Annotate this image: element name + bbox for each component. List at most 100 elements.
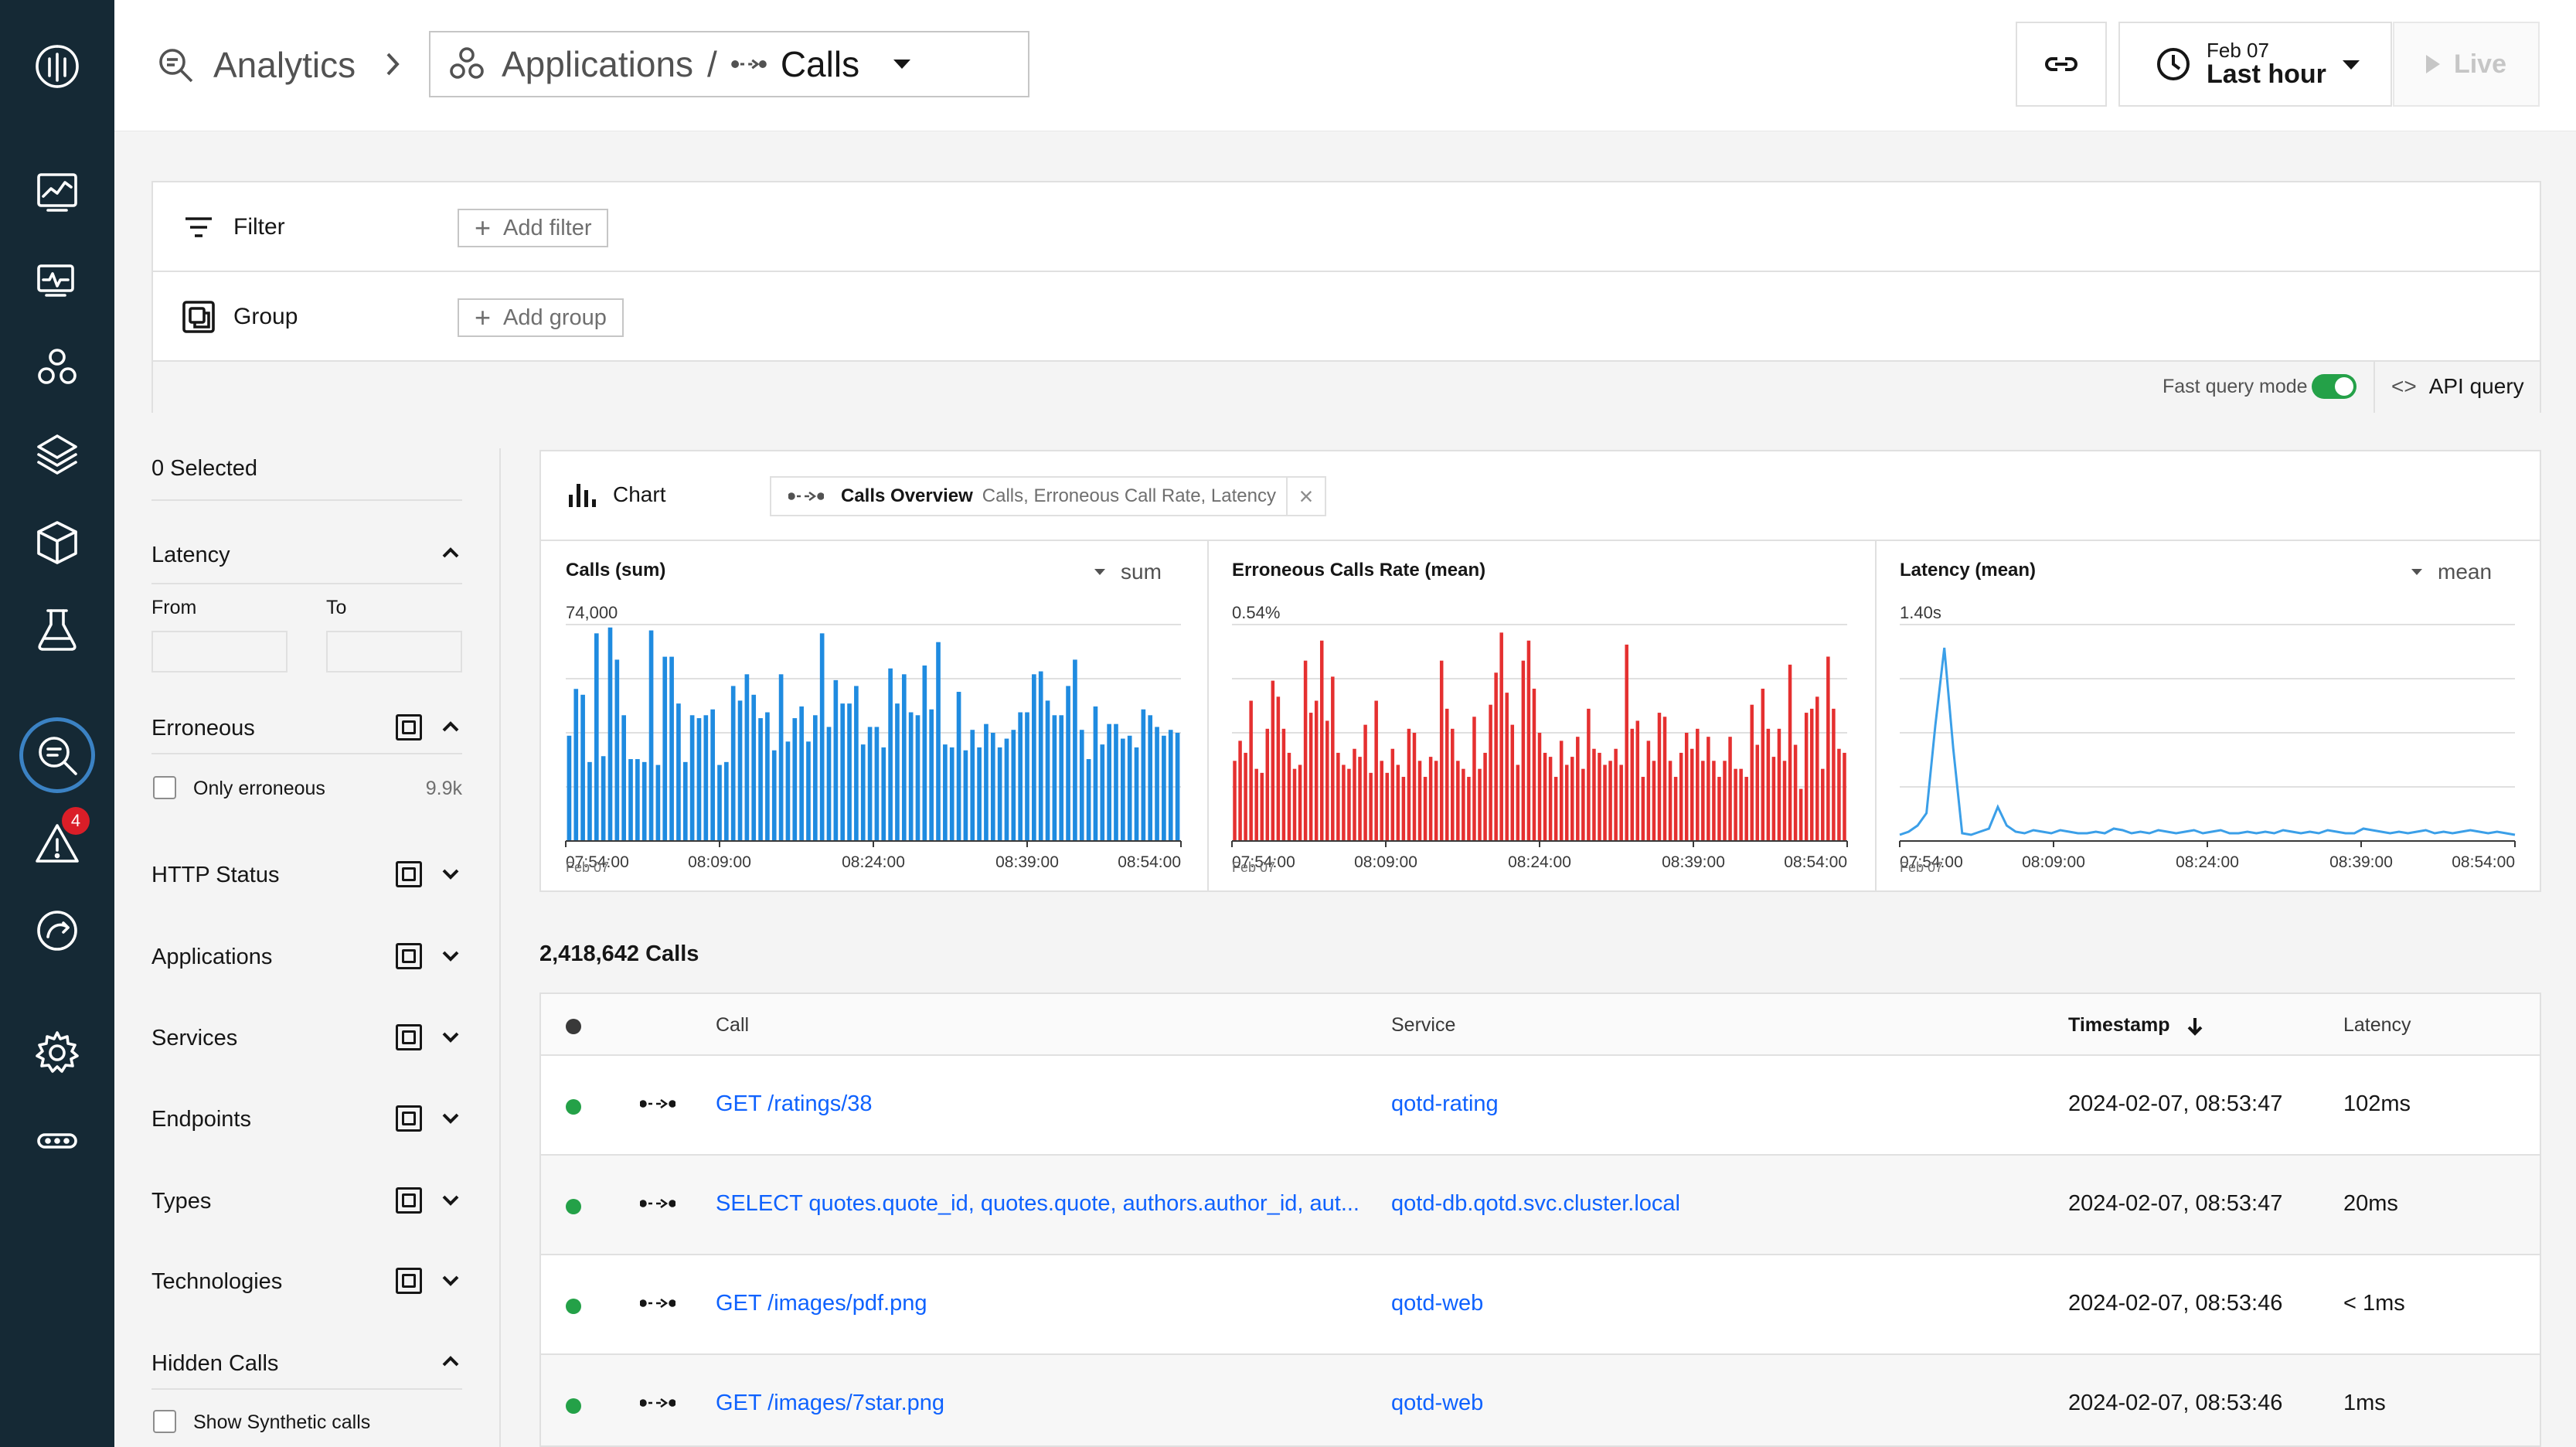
chevron-down-icon[interactable] — [439, 944, 462, 967]
service-link[interactable]: qotd-web — [1391, 1391, 1484, 1415]
close-icon[interactable]: × — [1286, 478, 1325, 515]
column-timestamp[interactable]: Timestamp — [2068, 1014, 2206, 1037]
chart-bar — [1168, 730, 1173, 841]
facet-latency-header[interactable]: Latency — [151, 538, 462, 572]
result-count: 2,418,642 Calls — [539, 941, 699, 966]
chart-bar — [1079, 730, 1084, 841]
column-service[interactable]: Service — [1391, 1014, 1456, 1036]
only-erroneous-checkbox[interactable] — [153, 776, 176, 799]
chart-bar — [607, 627, 613, 841]
chevron-down-icon[interactable] — [439, 862, 462, 885]
group-row: Group + Add group — [153, 272, 2540, 362]
websites-mobile-icon[interactable] — [26, 249, 88, 311]
chart-bar — [1510, 724, 1515, 841]
time-range-picker[interactable]: Feb 07 Last hour — [2118, 22, 2392, 107]
erroneous-rate-plot: 07:54:00 08:09:00 08:24:00 08:39:00 08:54:00 — [1231, 624, 1848, 871]
group-by-icon[interactable] — [396, 943, 422, 969]
chevron-up-icon[interactable] — [439, 715, 462, 738]
group-by-icon[interactable] — [396, 1105, 422, 1132]
group-by-icon[interactable] — [396, 861, 422, 887]
chart-bar — [1331, 676, 1335, 841]
call-name-link[interactable]: GET /ratings/38 — [716, 1091, 873, 1116]
facet-endpoints-header[interactable]: Endpoints — [151, 1102, 462, 1136]
latency-from-input[interactable] — [151, 631, 288, 672]
facet-types-header[interactable]: Types — [151, 1184, 462, 1218]
events-icon[interactable] — [26, 813, 88, 875]
chart-bar — [826, 727, 832, 841]
facet-erroneous-header[interactable]: Erroneous — [151, 711, 462, 745]
table-row[interactable]: SELECT quotes.quote_id, quotes.quote, au… — [541, 1156, 2540, 1255]
facet-http-status-header[interactable]: HTTP Status — [151, 858, 462, 892]
chevron-down-icon[interactable] — [439, 1025, 462, 1048]
service-link[interactable]: qotd-db.qotd.svc.cluster.local — [1391, 1191, 1680, 1216]
add-group-button[interactable]: + Add group — [458, 298, 624, 337]
chart-bar — [1548, 757, 1553, 841]
chart-bar — [963, 750, 968, 841]
call-name-link[interactable]: GET /images/pdf.png — [716, 1291, 927, 1316]
call-name-link[interactable]: SELECT quotes.quote_id, quotes.quote, au… — [716, 1191, 1359, 1216]
applications-icon[interactable] — [26, 337, 88, 399]
api-query-button[interactable]: <> API query — [2391, 374, 2524, 399]
show-synthetic-checkbox[interactable] — [153, 1410, 176, 1433]
chevron-down-icon[interactable] — [439, 1268, 462, 1292]
group-by-icon[interactable] — [396, 1187, 422, 1214]
chart-bar — [1134, 747, 1139, 841]
chart-bar — [669, 656, 674, 841]
chart-bar — [1553, 777, 1558, 841]
table-row[interactable]: GET /images/7star.png qotd-web 2024-02-0… — [541, 1355, 2540, 1445]
aggregation-select[interactable]: mean — [2411, 560, 2492, 584]
analytics-icon[interactable] — [19, 717, 95, 793]
table-header: Call Service Timestamp Latency — [541, 994, 2540, 1056]
group-by-icon[interactable] — [396, 1024, 422, 1050]
call-name-link[interactable]: GET /images/7star.png — [716, 1391, 945, 1415]
fast-query-toggle[interactable] — [2312, 374, 2357, 399]
group-by-icon[interactable] — [396, 714, 422, 741]
column-latency[interactable]: Latency — [2343, 1014, 2411, 1036]
service-link[interactable]: qotd-web — [1391, 1291, 1484, 1316]
chevron-up-icon[interactable] — [439, 1350, 462, 1373]
copy-link-button[interactable] — [2016, 22, 2107, 107]
x-tick-label: 07:54:00 — [1232, 853, 1295, 871]
chart-bar — [1093, 706, 1098, 841]
column-call[interactable]: Call — [716, 1014, 750, 1036]
facet-hidden-calls-header[interactable]: Hidden Calls — [151, 1347, 462, 1381]
latency-to-input[interactable] — [326, 631, 462, 672]
chart-bar — [724, 761, 729, 841]
chart-bar — [1396, 764, 1400, 841]
chart-bar — [594, 633, 599, 841]
home-dashboard-icon[interactable] — [26, 161, 88, 223]
infrastructure-icon[interactable] — [26, 512, 88, 574]
chart-bar — [1782, 761, 1787, 841]
group-by-icon[interactable] — [396, 1268, 422, 1294]
settings-gear-icon[interactable] — [26, 1022, 88, 1084]
chevron-up-icon[interactable] — [439, 541, 462, 564]
table-row[interactable]: GET /ratings/38 qotd-rating 2024-02-07, … — [541, 1056, 2540, 1156]
add-group-label: Add group — [503, 305, 607, 330]
chart-bar — [1744, 777, 1748, 841]
instana-logo-icon[interactable] — [26, 36, 88, 97]
chart-preset-tag[interactable]: Calls Overview Calls, Erroneous Call Rat… — [770, 476, 1326, 516]
facet-services-header[interactable]: Services — [151, 1021, 462, 1055]
platforms-icon[interactable] — [26, 424, 88, 485]
chevron-down-icon[interactable] — [439, 1188, 462, 1211]
synthetic-monitoring-icon[interactable] — [26, 598, 88, 660]
chevron-down-icon[interactable] — [439, 1106, 462, 1129]
live-button[interactable]: Live — [2393, 22, 2540, 107]
facet-applications-header[interactable]: Applications — [151, 940, 462, 974]
entity-type-selector[interactable]: Applications / Calls — [429, 31, 1029, 97]
breadcrumb-analytics[interactable]: Analytics — [155, 40, 356, 90]
status-ok-dot — [566, 1398, 581, 1414]
chart-bar — [1788, 664, 1792, 841]
facet-technologies-header[interactable]: Technologies — [151, 1265, 462, 1299]
add-filter-button[interactable]: + Add filter — [458, 209, 609, 247]
more-icon[interactable] — [26, 1110, 88, 1172]
service-link[interactable]: qotd-rating — [1391, 1091, 1499, 1116]
chart-bar — [1254, 768, 1258, 841]
aggregation-select[interactable]: sum — [1094, 560, 1162, 584]
chart-bar — [1576, 737, 1580, 841]
pipeline-feedback-icon[interactable] — [26, 900, 88, 962]
table-row[interactable]: GET /images/pdf.png qotd-web 2024-02-07,… — [541, 1255, 2540, 1355]
chart-bar — [1614, 748, 1618, 841]
query-builder: Filter + Add filter Group + Add group Fa… — [151, 181, 2541, 413]
chart-bar — [1445, 708, 1449, 841]
